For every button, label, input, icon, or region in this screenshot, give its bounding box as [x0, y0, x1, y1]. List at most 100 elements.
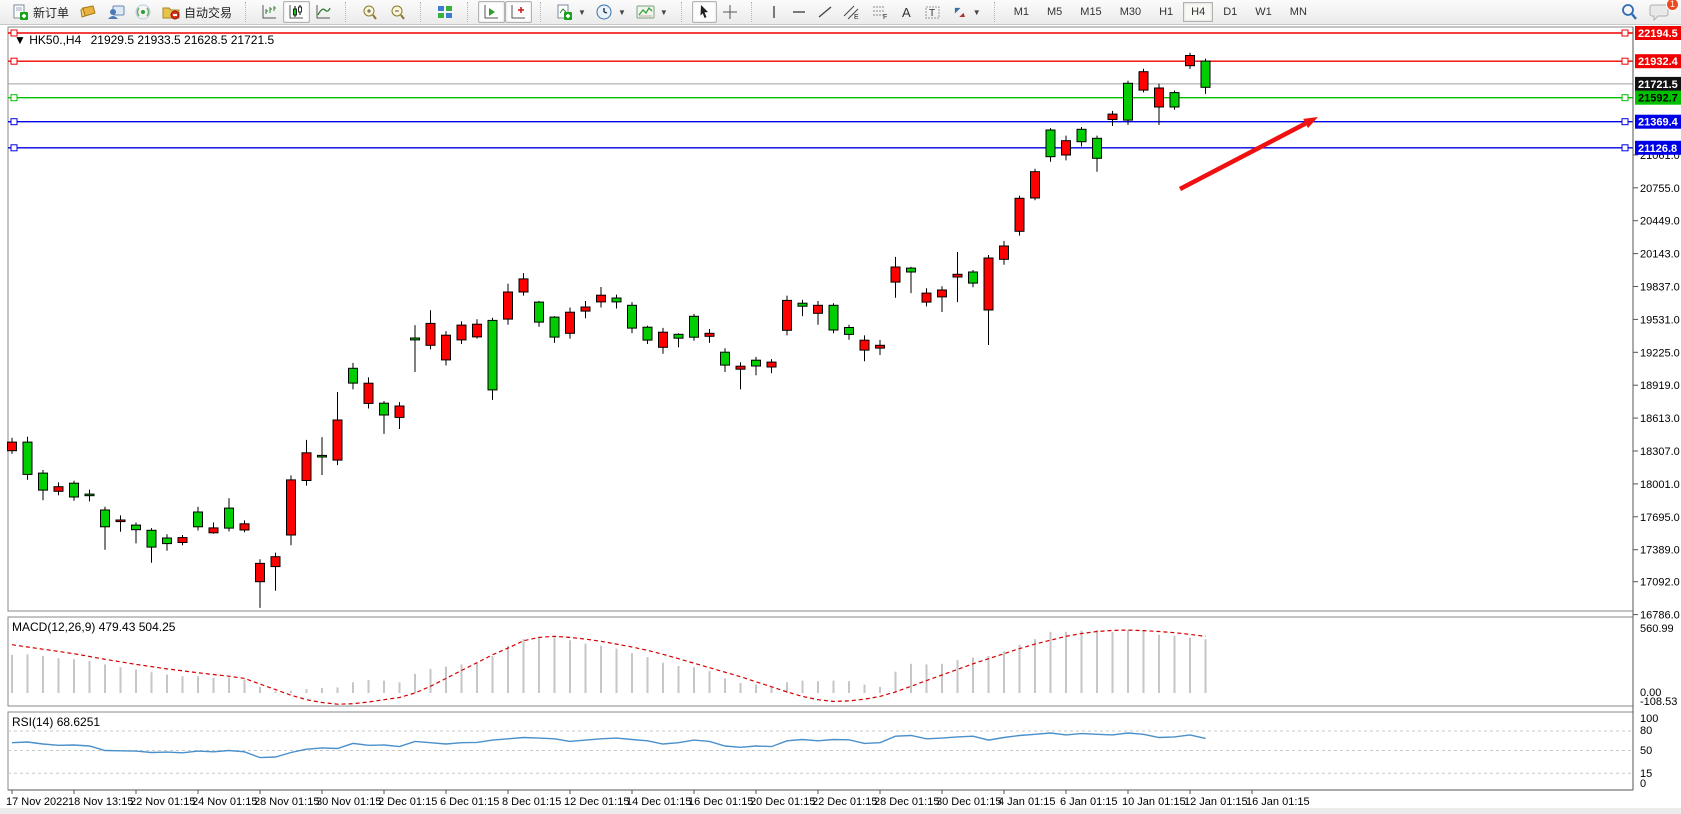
candle-body — [906, 267, 916, 273]
time-tick-label: 6 Dec 01:15 — [440, 796, 499, 808]
candle-body — [580, 306, 591, 312]
candle-body — [146, 529, 157, 548]
candle-body — [379, 402, 389, 416]
vertical-line-button[interactable] — [762, 1, 786, 23]
time-tick-label: 14 Dec 01:15 — [626, 796, 691, 808]
autotrading-button[interactable]: 自动交易 — [157, 1, 237, 23]
candle-body — [534, 301, 544, 323]
line-handle[interactable] — [1621, 57, 1629, 65]
timeframe-M5[interactable]: M5 — [1047, 6, 1063, 18]
autoscroll-icon — [484, 5, 499, 19]
horizontal-line-button[interactable] — [786, 1, 812, 23]
line-handle[interactable] — [10, 29, 18, 37]
toolbar-separator — [540, 2, 545, 22]
signals-icon — [135, 4, 151, 20]
timeframe-M30[interactable]: M30 — [1119, 6, 1142, 18]
timeframe-D1[interactable]: D1 — [1223, 6, 1238, 18]
community-button[interactable] — [102, 1, 130, 23]
line-chart-button[interactable] — [310, 1, 337, 23]
candle-body — [1076, 128, 1087, 143]
text-button[interactable]: A — [894, 1, 919, 23]
line-handle[interactable] — [1621, 94, 1629, 102]
price-badge — [1635, 26, 1681, 40]
indicators-button[interactable]: ▼ — [551, 1, 591, 23]
zoom-out-button[interactable] — [384, 1, 412, 23]
candle-body — [177, 537, 188, 543]
clock-icon — [596, 4, 612, 19]
candle-body — [1154, 87, 1164, 108]
candle-body — [410, 337, 420, 341]
zoom-out-icon — [391, 5, 405, 20]
line-handle[interactable] — [10, 144, 18, 152]
new-order-button[interactable]: 新订单 — [7, 1, 74, 23]
line-handle[interactable] — [10, 94, 18, 102]
trend-arrow-head — [1303, 117, 1318, 129]
candle-body — [239, 523, 250, 531]
price-badge-label: 21369.4 — [1638, 117, 1679, 129]
price-tick-label: 19225.0 — [1640, 347, 1680, 359]
tile-windows-button[interactable] — [431, 1, 459, 23]
trendline-button[interactable] — [812, 1, 838, 23]
candle-body — [503, 291, 513, 320]
rsi-axis-label: 15 — [1640, 768, 1652, 780]
new-order-icon — [13, 4, 28, 20]
price-badge-label: 21721.5 — [1638, 79, 1678, 91]
price-tick-label: 20755.0 — [1640, 183, 1680, 195]
line-handle[interactable] — [1621, 118, 1629, 126]
price-badge-label: 21126.8 — [1638, 143, 1677, 155]
price-badge — [1635, 90, 1681, 105]
candle-body — [921, 292, 932, 303]
time-tick-label: 22 Nov 01:15 — [130, 796, 195, 808]
line-handle[interactable] — [10, 57, 18, 65]
timeframe-MN[interactable]: MN — [1289, 6, 1307, 18]
trend-arrow[interactable] — [1178, 121, 1307, 191]
time-tick-label: 28 Dec 01:15 — [874, 796, 939, 808]
chart-canvas[interactable]: 21061.020755.020449.020143.019837.019531… — [0, 26, 1681, 814]
cursor-button[interactable] — [691, 1, 717, 23]
candle-body — [193, 511, 203, 528]
rsi-axis-label: 50 — [1640, 745, 1652, 757]
price-tick-label: 18919.0 — [1640, 380, 1680, 392]
zoom-in-button[interactable] — [356, 1, 384, 23]
candle-body — [456, 324, 467, 341]
gold-bar-button[interactable] — [74, 1, 102, 23]
signals-button[interactable] — [130, 1, 157, 23]
candle-body — [286, 479, 296, 536]
timeframe-H1[interactable]: H1 — [1159, 6, 1174, 18]
crosshair-button[interactable] — [717, 1, 743, 23]
chart-window[interactable]: 21061.0 20755.0 20449.0 20143.0 19837.0 19531… — [0, 26, 1681, 814]
chevron-down-icon: ▼ — [659, 7, 668, 17]
candlestick-chart-button[interactable] — [283, 1, 311, 23]
candle-body — [627, 304, 637, 329]
bar-chart-button[interactable] — [256, 1, 283, 23]
candle-body — [317, 454, 327, 458]
time-tick-label: 16 Jan 01:15 — [1246, 796, 1310, 808]
channel-button[interactable]: E — [838, 1, 866, 23]
timeframe-M15[interactable]: M15 — [1080, 6, 1102, 18]
time-tick-label: 17 Nov 2022 — [6, 796, 68, 808]
chart-shift-button[interactable] — [505, 1, 533, 23]
price-badge — [1635, 76, 1681, 91]
line-handle[interactable] — [1621, 29, 1629, 37]
timeframe-M1[interactable]: M1 — [1013, 6, 1029, 18]
timeframe-H4[interactable]: H4 — [1183, 2, 1214, 22]
autoscroll-button[interactable] — [478, 1, 506, 23]
chart-shift-icon — [511, 5, 526, 19]
fibonacci-button[interactable]: F — [866, 1, 894, 23]
notifications-button[interactable]: 1 — [1644, 0, 1679, 23]
price-tick-label: 17092.0 — [1640, 577, 1680, 589]
periods-button[interactable]: ▼ — [591, 1, 631, 23]
candle-body — [642, 326, 653, 341]
search-button[interactable] — [1615, 1, 1644, 23]
line-handle[interactable] — [10, 118, 18, 126]
templates-button[interactable]: ▼ — [631, 1, 673, 23]
timeframe-W1[interactable]: W1 — [1255, 6, 1272, 18]
candle-body — [208, 527, 219, 534]
candle-body — [1045, 129, 1056, 158]
arrows-button[interactable]: ▼ — [946, 1, 986, 23]
line-handle[interactable] — [1621, 144, 1629, 152]
rsi-line — [11, 732, 1206, 759]
text-label-button[interactable]: T — [919, 1, 946, 23]
candle-body — [658, 331, 668, 348]
